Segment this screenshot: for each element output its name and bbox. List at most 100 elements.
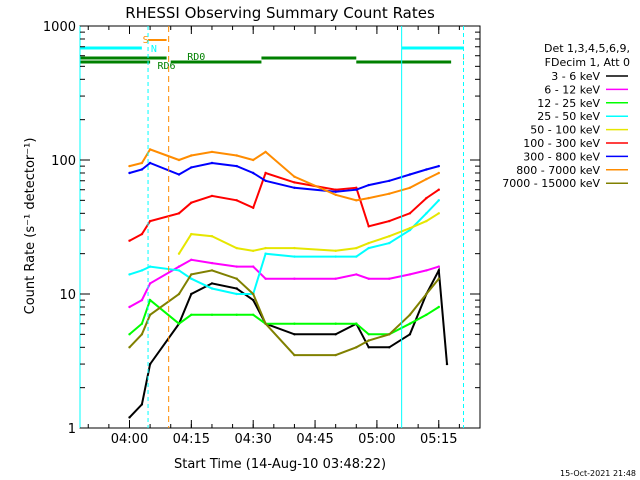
data-point [252,265,255,268]
data-point [355,246,358,250]
legend-entry-label: 3 - 6 keV [551,70,600,83]
data-point [190,313,193,316]
data-point [408,212,412,215]
data-point [425,269,428,272]
x-tick-label: 05:00 [358,432,395,447]
data-point [252,206,255,209]
data-point [425,313,428,316]
timestamp: 15-Oct-2021 21:48 [560,469,636,478]
data-point [148,298,152,302]
data-point [367,339,370,342]
data-point [235,265,238,268]
data-point [355,255,358,258]
data-point [293,255,296,258]
data-point [355,199,358,202]
data-point [235,292,238,296]
data-point [177,322,181,325]
data-point [425,177,428,181]
data-point [190,292,193,296]
data-point [425,168,428,171]
data-point [388,219,391,223]
data-point [210,194,214,198]
data-point [177,265,181,268]
data-point [264,246,267,250]
data-point [408,313,412,316]
data-point [128,305,131,309]
legend-header-line1: Det 1,3,4,5,6,9, [544,42,630,55]
data-point [367,196,370,200]
data-point [210,313,214,316]
data-point [437,277,440,280]
data-point [140,269,144,272]
data-point [140,403,144,406]
legend-entry-label: 300 - 800 keV [523,150,600,163]
data-point [408,273,412,276]
night-flag-label: N [151,44,157,55]
data-point [128,239,131,242]
data-point [264,322,267,325]
axis-layer: 04:00 04:15 04:30 04:45 05:00 05:15 1 10 100 1000 [43,20,481,447]
data-point [334,188,337,191]
rd0-flag-label: RD0 [187,52,205,63]
data-point [128,416,131,419]
data-point [235,277,238,280]
data-point [177,158,181,162]
data-point [264,277,267,280]
data-point [388,235,391,238]
data-point [140,232,144,236]
data-point [252,292,255,296]
flag-layer: SN RD0 RD6 [79,26,465,428]
data-point [140,161,144,165]
data-point [177,269,181,272]
data-point [190,258,193,261]
data-point [293,246,296,250]
data-point [190,277,193,280]
legend-entry-label: 800 - 7000 keV [516,164,600,177]
y-tick-label: 1000 [43,20,76,35]
data-point [210,235,214,238]
data-point [235,246,238,250]
data-point [210,282,214,285]
data-point [425,212,428,215]
data-point [437,265,440,268]
saa-flag-label: S [143,35,149,46]
data-point [190,166,193,169]
data-point [148,313,152,316]
data-point [334,322,337,325]
x-tick-label: 05:15 [420,432,457,447]
data-point [355,346,358,349]
data-point [128,273,131,276]
data-point [293,333,296,336]
data-point [293,175,296,178]
legend-header-line2: FDecim 1, Att 0 [545,56,630,69]
data-point [367,277,370,280]
data-point [293,186,296,189]
data-point [140,298,144,302]
data-point [408,227,412,230]
y-tick-label: 1 [68,422,76,437]
data-point [425,219,428,223]
data-point [334,249,337,252]
series-line-1 [129,258,440,308]
data-point [264,171,267,175]
data-point [334,333,337,336]
data-point [408,333,412,336]
data-point [210,150,214,154]
data-point [367,241,370,245]
data-point [437,164,440,168]
series-layer [128,148,449,419]
data-point [437,269,440,272]
data-point [425,292,428,296]
legend-entry-label: 12 - 25 keV [537,97,600,110]
series-line-4 [178,212,440,255]
legend: Det 1,3,4,5,6,9, FDecim 1, Att 0 3 - 6 k… [502,42,630,190]
legend-entry-label: 100 - 300 keV [523,137,600,150]
data-point [210,287,214,290]
data-point [388,241,391,245]
x-tick-label: 04:30 [234,432,271,447]
data-point [367,346,370,349]
data-point [177,212,181,215]
data-point [128,164,131,168]
legend-entry-label: 7000 - 15000 keV [502,177,600,190]
